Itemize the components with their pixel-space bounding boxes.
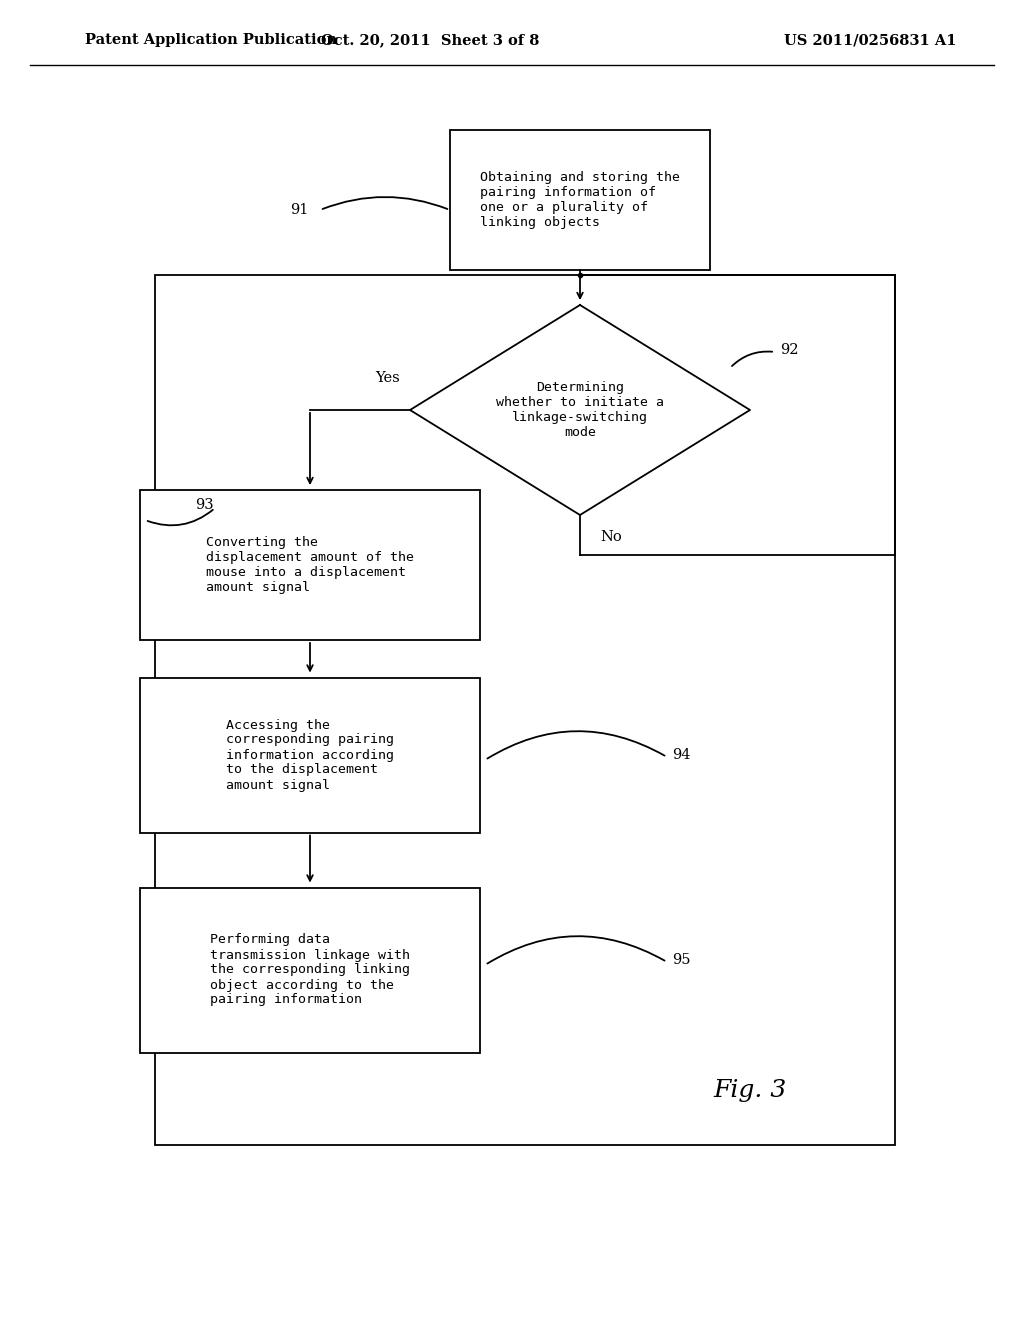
Text: Determining
whether to initiate a
linkage-switching
mode: Determining whether to initiate a linkag… bbox=[496, 381, 664, 440]
Text: 93: 93 bbox=[195, 498, 214, 512]
Text: 95: 95 bbox=[672, 953, 690, 968]
Text: Oct. 20, 2011  Sheet 3 of 8: Oct. 20, 2011 Sheet 3 of 8 bbox=[321, 33, 540, 48]
Bar bbox=[155, 275, 895, 1144]
Text: Performing data
transmission linkage with
the corresponding linking
object accor: Performing data transmission linkage wit… bbox=[210, 933, 410, 1006]
Text: Yes: Yes bbox=[375, 371, 400, 385]
Text: 91: 91 bbox=[290, 203, 308, 216]
Text: Obtaining and storing the
pairing information of
one or a plurality of
linking o: Obtaining and storing the pairing inform… bbox=[480, 172, 680, 228]
Text: Patent Application Publication: Patent Application Publication bbox=[85, 33, 337, 48]
Bar bbox=[140, 490, 480, 640]
Text: 94: 94 bbox=[672, 748, 690, 762]
Polygon shape bbox=[410, 305, 750, 515]
Text: US 2011/0256831 A1: US 2011/0256831 A1 bbox=[783, 33, 956, 48]
Bar bbox=[140, 887, 480, 1052]
Bar bbox=[140, 677, 480, 833]
Text: Fig. 3: Fig. 3 bbox=[714, 1078, 786, 1101]
Bar bbox=[450, 129, 710, 271]
Text: Converting the
displacement amount of the
mouse into a displacement
amount signa: Converting the displacement amount of th… bbox=[206, 536, 414, 594]
Text: No: No bbox=[600, 531, 622, 544]
Text: Accessing the
corresponding pairing
information according
to the displacement
am: Accessing the corresponding pairing info… bbox=[226, 718, 394, 792]
Text: 92: 92 bbox=[780, 343, 799, 356]
